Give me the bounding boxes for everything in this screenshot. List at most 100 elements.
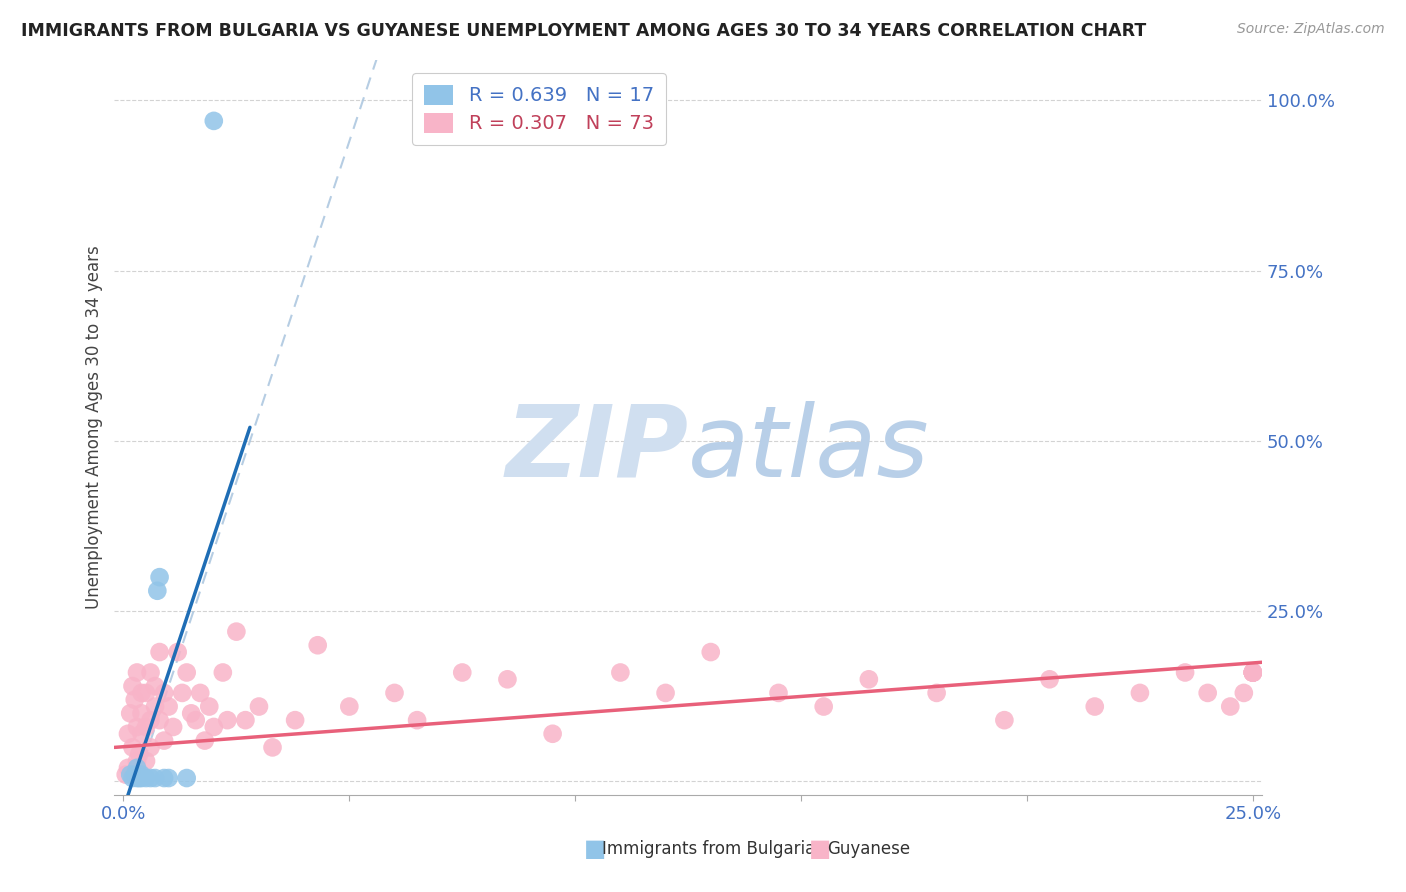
Point: [768, 686, 790, 700]
Point: [1233, 686, 1256, 700]
Point: [262, 740, 284, 755]
Point: [153, 771, 176, 785]
Text: ■: ■: [808, 837, 831, 861]
Point: [125, 720, 148, 734]
Point: [225, 624, 247, 639]
Point: [128, 747, 150, 762]
Point: [143, 771, 166, 785]
Point: [124, 767, 146, 781]
Text: Source: ZipAtlas.com: Source: ZipAtlas.com: [1237, 22, 1385, 37]
Point: [1241, 665, 1264, 680]
Point: [235, 713, 257, 727]
Point: [121, 740, 143, 755]
Point: [153, 686, 176, 700]
Point: [114, 767, 136, 781]
Point: [153, 733, 176, 747]
Point: [146, 583, 169, 598]
Point: [451, 665, 474, 680]
Point: [121, 679, 143, 693]
Point: [307, 638, 329, 652]
Point: [1219, 699, 1241, 714]
Point: [143, 699, 166, 714]
Point: [211, 665, 233, 680]
Text: ■: ■: [583, 837, 606, 861]
Point: [143, 679, 166, 693]
Point: [194, 733, 217, 747]
Point: [125, 754, 148, 768]
Text: Immigrants from Bulgaria: Immigrants from Bulgaria: [602, 840, 815, 858]
Point: [135, 686, 157, 700]
Point: [337, 699, 360, 714]
Point: [202, 720, 225, 734]
Point: [125, 771, 148, 785]
Point: [176, 771, 198, 785]
Text: ZIP: ZIP: [505, 401, 688, 498]
Point: [284, 713, 307, 727]
Point: [1241, 665, 1264, 680]
Point: [813, 699, 835, 714]
Point: [139, 771, 162, 785]
Point: [858, 673, 880, 687]
Point: [180, 706, 202, 721]
Point: [157, 771, 180, 785]
Point: [139, 740, 162, 755]
Y-axis label: Unemployment Among Ages 30 to 34 years: Unemployment Among Ages 30 to 34 years: [86, 245, 103, 609]
Point: [184, 713, 207, 727]
Point: [166, 645, 188, 659]
Point: [139, 713, 162, 727]
Point: [131, 706, 153, 721]
Point: [496, 673, 519, 687]
Point: [120, 706, 142, 721]
Point: [1241, 665, 1264, 680]
Text: IMMIGRANTS FROM BULGARIA VS GUYANESE UNEMPLOYMENT AMONG AGES 30 TO 34 YEARS CORR: IMMIGRANTS FROM BULGARIA VS GUYANESE UNE…: [21, 22, 1146, 40]
Point: [1174, 665, 1197, 680]
Point: [135, 771, 157, 785]
Text: atlas: atlas: [688, 401, 929, 498]
Point: [1241, 665, 1264, 680]
Point: [1241, 665, 1264, 680]
Point: [117, 727, 139, 741]
Point: [135, 720, 157, 734]
Point: [172, 686, 194, 700]
Point: [162, 720, 184, 734]
Point: [135, 754, 157, 768]
Point: [1084, 699, 1107, 714]
Point: [1241, 665, 1264, 680]
Point: [202, 114, 225, 128]
Point: [117, 761, 139, 775]
Point: [925, 686, 948, 700]
Point: [139, 665, 162, 680]
Point: [131, 771, 153, 785]
Point: [198, 699, 221, 714]
Point: [247, 699, 270, 714]
Point: [654, 686, 676, 700]
Point: [131, 686, 153, 700]
Point: [120, 767, 142, 781]
Point: [1038, 673, 1060, 687]
Point: [125, 665, 148, 680]
Point: [609, 665, 631, 680]
Point: [993, 713, 1015, 727]
Text: Guyanese: Guyanese: [827, 840, 910, 858]
Point: [217, 713, 239, 727]
Point: [700, 645, 723, 659]
Point: [176, 665, 198, 680]
Point: [1241, 665, 1264, 680]
Legend: R = 0.639   N = 17, R = 0.307   N = 73: R = 0.639 N = 17, R = 0.307 N = 73: [412, 73, 665, 145]
Point: [124, 692, 146, 706]
Point: [125, 761, 148, 775]
Point: [1129, 686, 1152, 700]
Point: [131, 767, 153, 781]
Point: [149, 713, 172, 727]
Point: [149, 570, 172, 584]
Point: [128, 771, 150, 785]
Point: [1197, 686, 1219, 700]
Point: [157, 699, 180, 714]
Point: [149, 645, 172, 659]
Point: [188, 686, 211, 700]
Point: [406, 713, 429, 727]
Point: [121, 771, 143, 785]
Point: [541, 727, 564, 741]
Point: [384, 686, 406, 700]
Point: [131, 727, 153, 741]
